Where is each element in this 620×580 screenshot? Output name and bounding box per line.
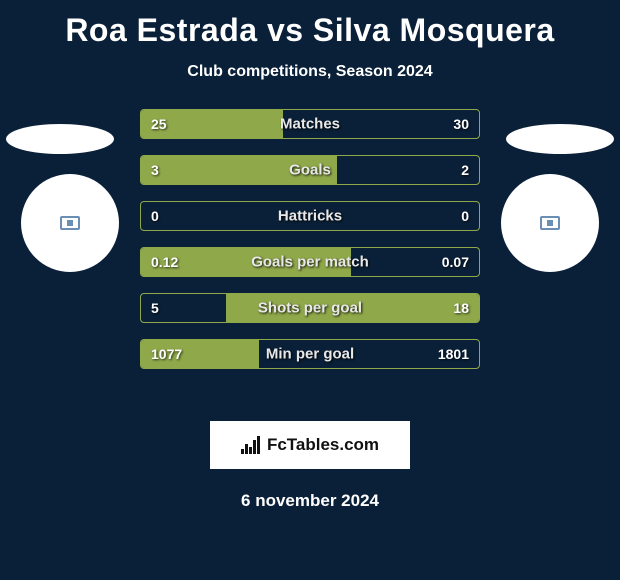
stat-value-left: 25 bbox=[151, 116, 167, 132]
stat-metric-label: Goals bbox=[289, 162, 331, 179]
badge-placeholder-icon bbox=[540, 216, 560, 230]
stat-value-left: 0.12 bbox=[151, 254, 178, 270]
stat-value-left: 1077 bbox=[151, 346, 182, 362]
attribution-text: FcTables.com bbox=[267, 435, 379, 455]
bar-chart-icon bbox=[241, 436, 263, 454]
stat-value-right: 2 bbox=[461, 162, 469, 178]
stat-row: 0.12 0.07 Goals per match bbox=[140, 247, 480, 277]
stat-value-left: 0 bbox=[151, 208, 159, 224]
stat-metric-label: Matches bbox=[280, 116, 340, 133]
comparison-stage: 25 30 Matches 3 2 Goals 0 0 Hattricks 0.12 0.07 Goa… bbox=[0, 109, 620, 409]
player-right-club-badge bbox=[501, 174, 599, 272]
attribution-logo: FcTables.com bbox=[210, 421, 410, 469]
stat-metric-label: Min per goal bbox=[266, 346, 354, 363]
stat-row: 0 0 Hattricks bbox=[140, 201, 480, 231]
stat-metric-label: Shots per goal bbox=[258, 300, 362, 317]
stat-metric-label: Goals per match bbox=[251, 254, 369, 271]
stat-value-left: 5 bbox=[151, 300, 159, 316]
stat-value-right: 30 bbox=[453, 116, 469, 132]
stat-row: 5 18 Shots per goal bbox=[140, 293, 480, 323]
stat-value-right: 1801 bbox=[438, 346, 469, 362]
stat-row: 25 30 Matches bbox=[140, 109, 480, 139]
stat-value-left: 3 bbox=[151, 162, 159, 178]
player-left-avatar-oval bbox=[6, 124, 114, 154]
player-right-avatar-oval bbox=[506, 124, 614, 154]
stat-value-right: 0.07 bbox=[442, 254, 469, 270]
badge-placeholder-icon bbox=[60, 216, 80, 230]
player-left-club-badge bbox=[21, 174, 119, 272]
page-subtitle: Club competitions, Season 2024 bbox=[0, 63, 620, 81]
stat-row: 3 2 Goals bbox=[140, 155, 480, 185]
stat-value-right: 18 bbox=[453, 300, 469, 316]
snapshot-date: 6 november 2024 bbox=[0, 491, 620, 511]
stat-bars: 25 30 Matches 3 2 Goals 0 0 Hattricks 0.12 0.07 Goa… bbox=[140, 109, 480, 385]
stat-row: 1077 1801 Min per goal bbox=[140, 339, 480, 369]
stat-metric-label: Hattricks bbox=[278, 208, 342, 225]
page-title: Roa Estrada vs Silva Mosquera bbox=[0, 0, 620, 49]
stat-value-right: 0 bbox=[461, 208, 469, 224]
